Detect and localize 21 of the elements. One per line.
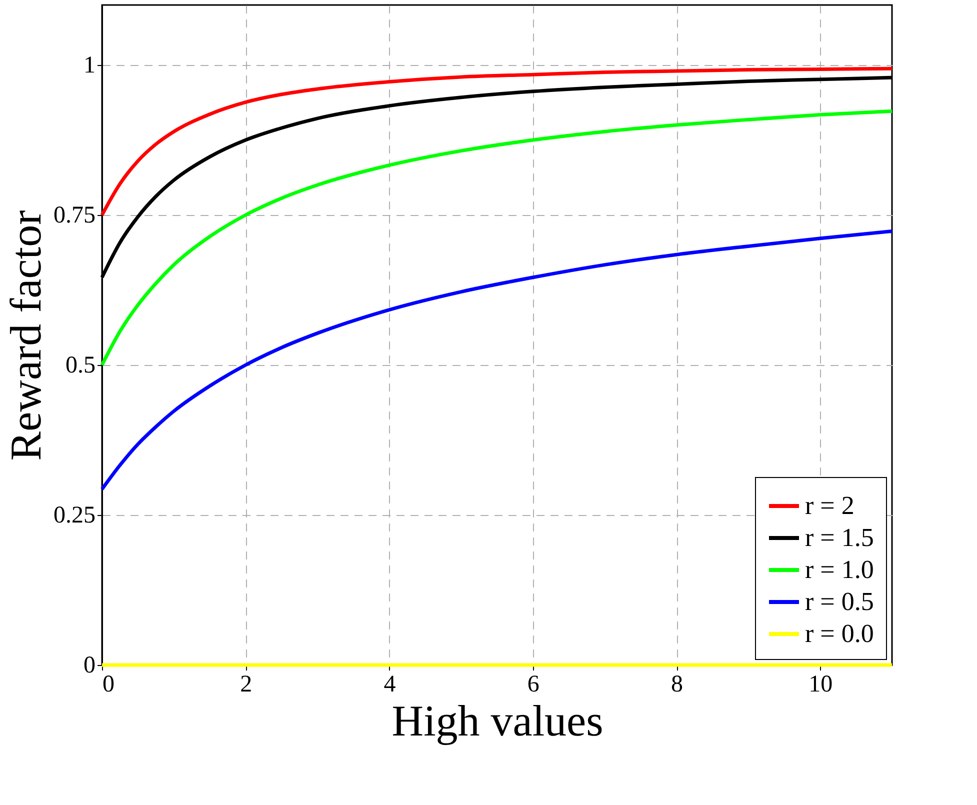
line-series <box>100 109 894 367</box>
line-series <box>100 229 894 491</box>
line-series <box>100 66 894 217</box>
legend-label: r = 0.0 <box>805 619 874 648</box>
legend-label: r = 1.5 <box>805 523 874 552</box>
legend-label: r = 1.0 <box>805 555 874 584</box>
x-tick-label: 6 <box>527 672 540 698</box>
y-tick-label: 0.5 <box>66 352 96 378</box>
x-tick-label: 8 <box>671 672 684 698</box>
y-axis-title: Reward factor <box>2 210 50 461</box>
legend-label: r = 0.5 <box>805 587 874 616</box>
x-tick-label: 10 <box>808 672 833 698</box>
y-tick-label: 1 <box>84 52 96 78</box>
x-tick-label: 0 <box>102 672 114 698</box>
y-tick-label: 0 <box>84 652 96 678</box>
y-tick-label: 0.25 <box>54 502 96 528</box>
legend-label: r = 2 <box>805 491 854 520</box>
x-tick-label: 2 <box>240 672 252 698</box>
x-tick-label: 4 <box>384 672 396 698</box>
x-axis-title: High values <box>392 696 604 746</box>
y-tick-label: 0.75 <box>54 202 96 228</box>
